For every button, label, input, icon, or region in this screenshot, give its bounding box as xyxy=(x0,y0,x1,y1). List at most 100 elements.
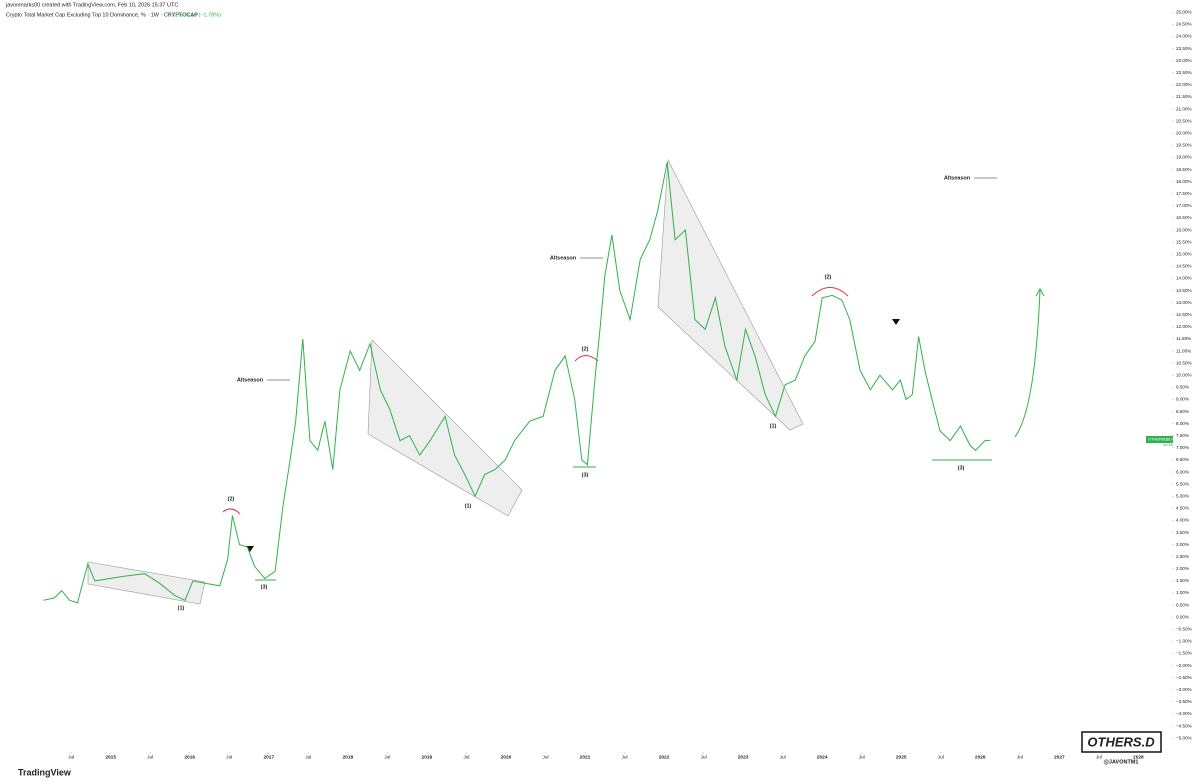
last-price: 7.31% xyxy=(167,12,183,18)
wedge xyxy=(87,561,206,605)
y-tick-label: 3.50% xyxy=(1176,530,1189,535)
y-tick-label: 9.50% xyxy=(1176,385,1189,390)
x-tick-label: 2022 xyxy=(659,754,670,760)
y-tick-label: 21.00% xyxy=(1176,106,1192,111)
x-tick-label: Jul xyxy=(621,754,627,760)
x-tick-label: 2024 xyxy=(817,754,828,760)
annotation: (2) xyxy=(582,346,589,352)
annotation: (3) xyxy=(958,465,965,471)
x-tick-label: Jul xyxy=(780,754,786,760)
x-tick-label: Jul xyxy=(463,754,469,760)
y-tick-label: 2.50% xyxy=(1176,554,1189,559)
y-tick-label: 20.50% xyxy=(1176,118,1192,123)
y-tick-label: −3.00% xyxy=(1176,687,1192,692)
x-tick-label: Jul xyxy=(68,754,74,760)
x-tick-label: Jul xyxy=(701,754,707,760)
x-tick-label: 2026 xyxy=(975,754,986,760)
wedge xyxy=(367,339,523,517)
y-tick-label: 7.50% xyxy=(1176,433,1189,438)
y-tick-label: 7.00% xyxy=(1176,445,1189,450)
x-tick-label: 2017 xyxy=(263,754,274,760)
y-tick-label: 1.00% xyxy=(1176,590,1189,595)
change: −0.13 (−1.78%) xyxy=(183,12,221,18)
annotation: (3) xyxy=(261,584,268,590)
y-tick-label: −5.00% xyxy=(1176,735,1192,740)
top-arc xyxy=(811,287,849,297)
y-tick-label: 12.00% xyxy=(1176,324,1192,329)
y-tick-label: 22.50% xyxy=(1176,70,1192,75)
projection xyxy=(1014,289,1041,438)
brand: TradingView xyxy=(18,767,72,777)
y-tick-label: 24.50% xyxy=(1176,22,1192,27)
annotation: (2) xyxy=(228,496,235,502)
annotation: (1) xyxy=(770,423,777,429)
annotation: Altseason xyxy=(550,255,577,261)
badge-title: OTHERS.D xyxy=(1087,734,1155,749)
y-tick-label: 22.00% xyxy=(1176,82,1192,87)
y-tick-label: 11.50% xyxy=(1176,336,1191,341)
y-tick-label: −2.50% xyxy=(1176,675,1192,680)
x-tick-label: 2019 xyxy=(422,754,433,760)
y-tick-label: −2.00% xyxy=(1176,663,1192,668)
credit: javonmarks00 created with TradingView.co… xyxy=(5,2,178,8)
y-tick-label: 24.00% xyxy=(1176,34,1192,39)
y-tick-label: 6.00% xyxy=(1176,469,1189,474)
y-tick-label: 15.00% xyxy=(1176,251,1192,256)
y-tick-label: 6.50% xyxy=(1176,457,1189,462)
y-tick-label: 23.50% xyxy=(1176,46,1192,51)
x-tick-label: Jul xyxy=(1017,754,1023,760)
y-tick-label: 20.00% xyxy=(1176,130,1192,135)
y-tick-label: 14.50% xyxy=(1176,264,1192,269)
y-tick-label: 9.00% xyxy=(1176,397,1189,402)
price-tag-value: 7.31% xyxy=(1163,437,1175,442)
badge xyxy=(1081,731,1162,753)
price-tag-box xyxy=(1146,436,1173,443)
y-tick-label: 10.50% xyxy=(1176,360,1192,365)
y-tick-label: −4.00% xyxy=(1176,711,1192,716)
annotation: (1) xyxy=(465,503,472,509)
y-tick-label: 8.00% xyxy=(1176,421,1189,426)
y-tick-label: 4.00% xyxy=(1176,518,1189,523)
y-tick-label: 1.50% xyxy=(1176,578,1189,583)
y-tick-label: 17.50% xyxy=(1176,191,1192,196)
y-tick-label: 5.00% xyxy=(1176,493,1189,498)
y-tick-label: 16.00% xyxy=(1176,227,1192,232)
projection-arrow xyxy=(1035,287,1045,297)
y-tick-label: 4.50% xyxy=(1176,506,1189,511)
x-tick-label: Jul xyxy=(1096,754,1102,760)
x-tick-label: 2020 xyxy=(501,754,512,760)
y-tick-label: −4.50% xyxy=(1176,723,1192,728)
top-arc xyxy=(574,355,599,362)
x-tick-label: 2016 xyxy=(184,754,195,760)
y-tick-label: −3.50% xyxy=(1176,699,1192,704)
x-tick-label: 2028 xyxy=(1133,754,1144,760)
top-arc xyxy=(222,508,241,515)
x-tick-label: 2021 xyxy=(580,754,591,760)
y-tick-label: −1.00% xyxy=(1176,639,1192,644)
y-tick-label: 19.00% xyxy=(1176,155,1192,160)
y-tick-label: 2.00% xyxy=(1176,566,1189,571)
y-tick-label: 3.00% xyxy=(1176,542,1189,547)
x-tick-label: 2025 xyxy=(896,754,907,760)
x-tick-label: 2023 xyxy=(738,754,749,760)
y-tick-label: 8.50% xyxy=(1176,409,1189,414)
price-line xyxy=(43,162,991,604)
price-tag-name: OTHERS.D xyxy=(1148,437,1169,442)
y-tick-label: 16.50% xyxy=(1176,215,1192,220)
annotation: (2) xyxy=(825,274,832,280)
annotation: Altseason xyxy=(944,175,971,181)
x-tick-label: Jul xyxy=(859,754,865,760)
y-tick-label: 18.50% xyxy=(1176,167,1192,172)
x-tick-label: Jul xyxy=(147,754,153,760)
y-tick-label: −0.50% xyxy=(1176,627,1192,632)
y-tick-label: 25.00% xyxy=(1176,9,1192,14)
x-tick-label: Jul xyxy=(938,754,944,760)
x-tick-label: 2027 xyxy=(1054,754,1065,760)
price-tag-timer: 4d 8h xyxy=(1163,442,1173,447)
handle: @JAVONTM1 xyxy=(1104,759,1139,765)
y-tick-label: 14.00% xyxy=(1176,276,1192,281)
y-tick-label: 11.00% xyxy=(1176,348,1191,353)
marker xyxy=(892,319,900,325)
